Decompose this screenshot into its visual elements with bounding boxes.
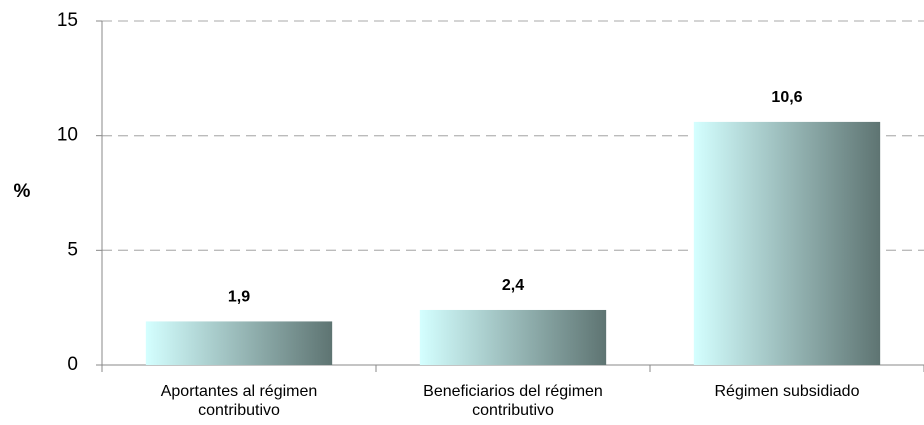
y-tick-label: 15 — [57, 10, 78, 31]
value-label: 1,9 — [228, 289, 250, 306]
y-tick-label: 10 — [57, 125, 78, 146]
bar — [419, 309, 607, 365]
value-label: 2,4 — [502, 277, 524, 294]
y-axis-label: % — [14, 181, 31, 202]
bar — [693, 121, 881, 365]
value-label: 10,6 — [771, 89, 802, 106]
bar — [145, 321, 333, 365]
y-tick-label: 0 — [67, 354, 78, 375]
y-tick-label: 5 — [67, 239, 78, 260]
x-tick-label: Régimen subsidiado — [714, 383, 860, 400]
x-tick-label: Beneficiarios del régimen contributivo — [423, 383, 603, 419]
x-tick-label: Aportantes al régimen contributivo — [160, 383, 318, 419]
